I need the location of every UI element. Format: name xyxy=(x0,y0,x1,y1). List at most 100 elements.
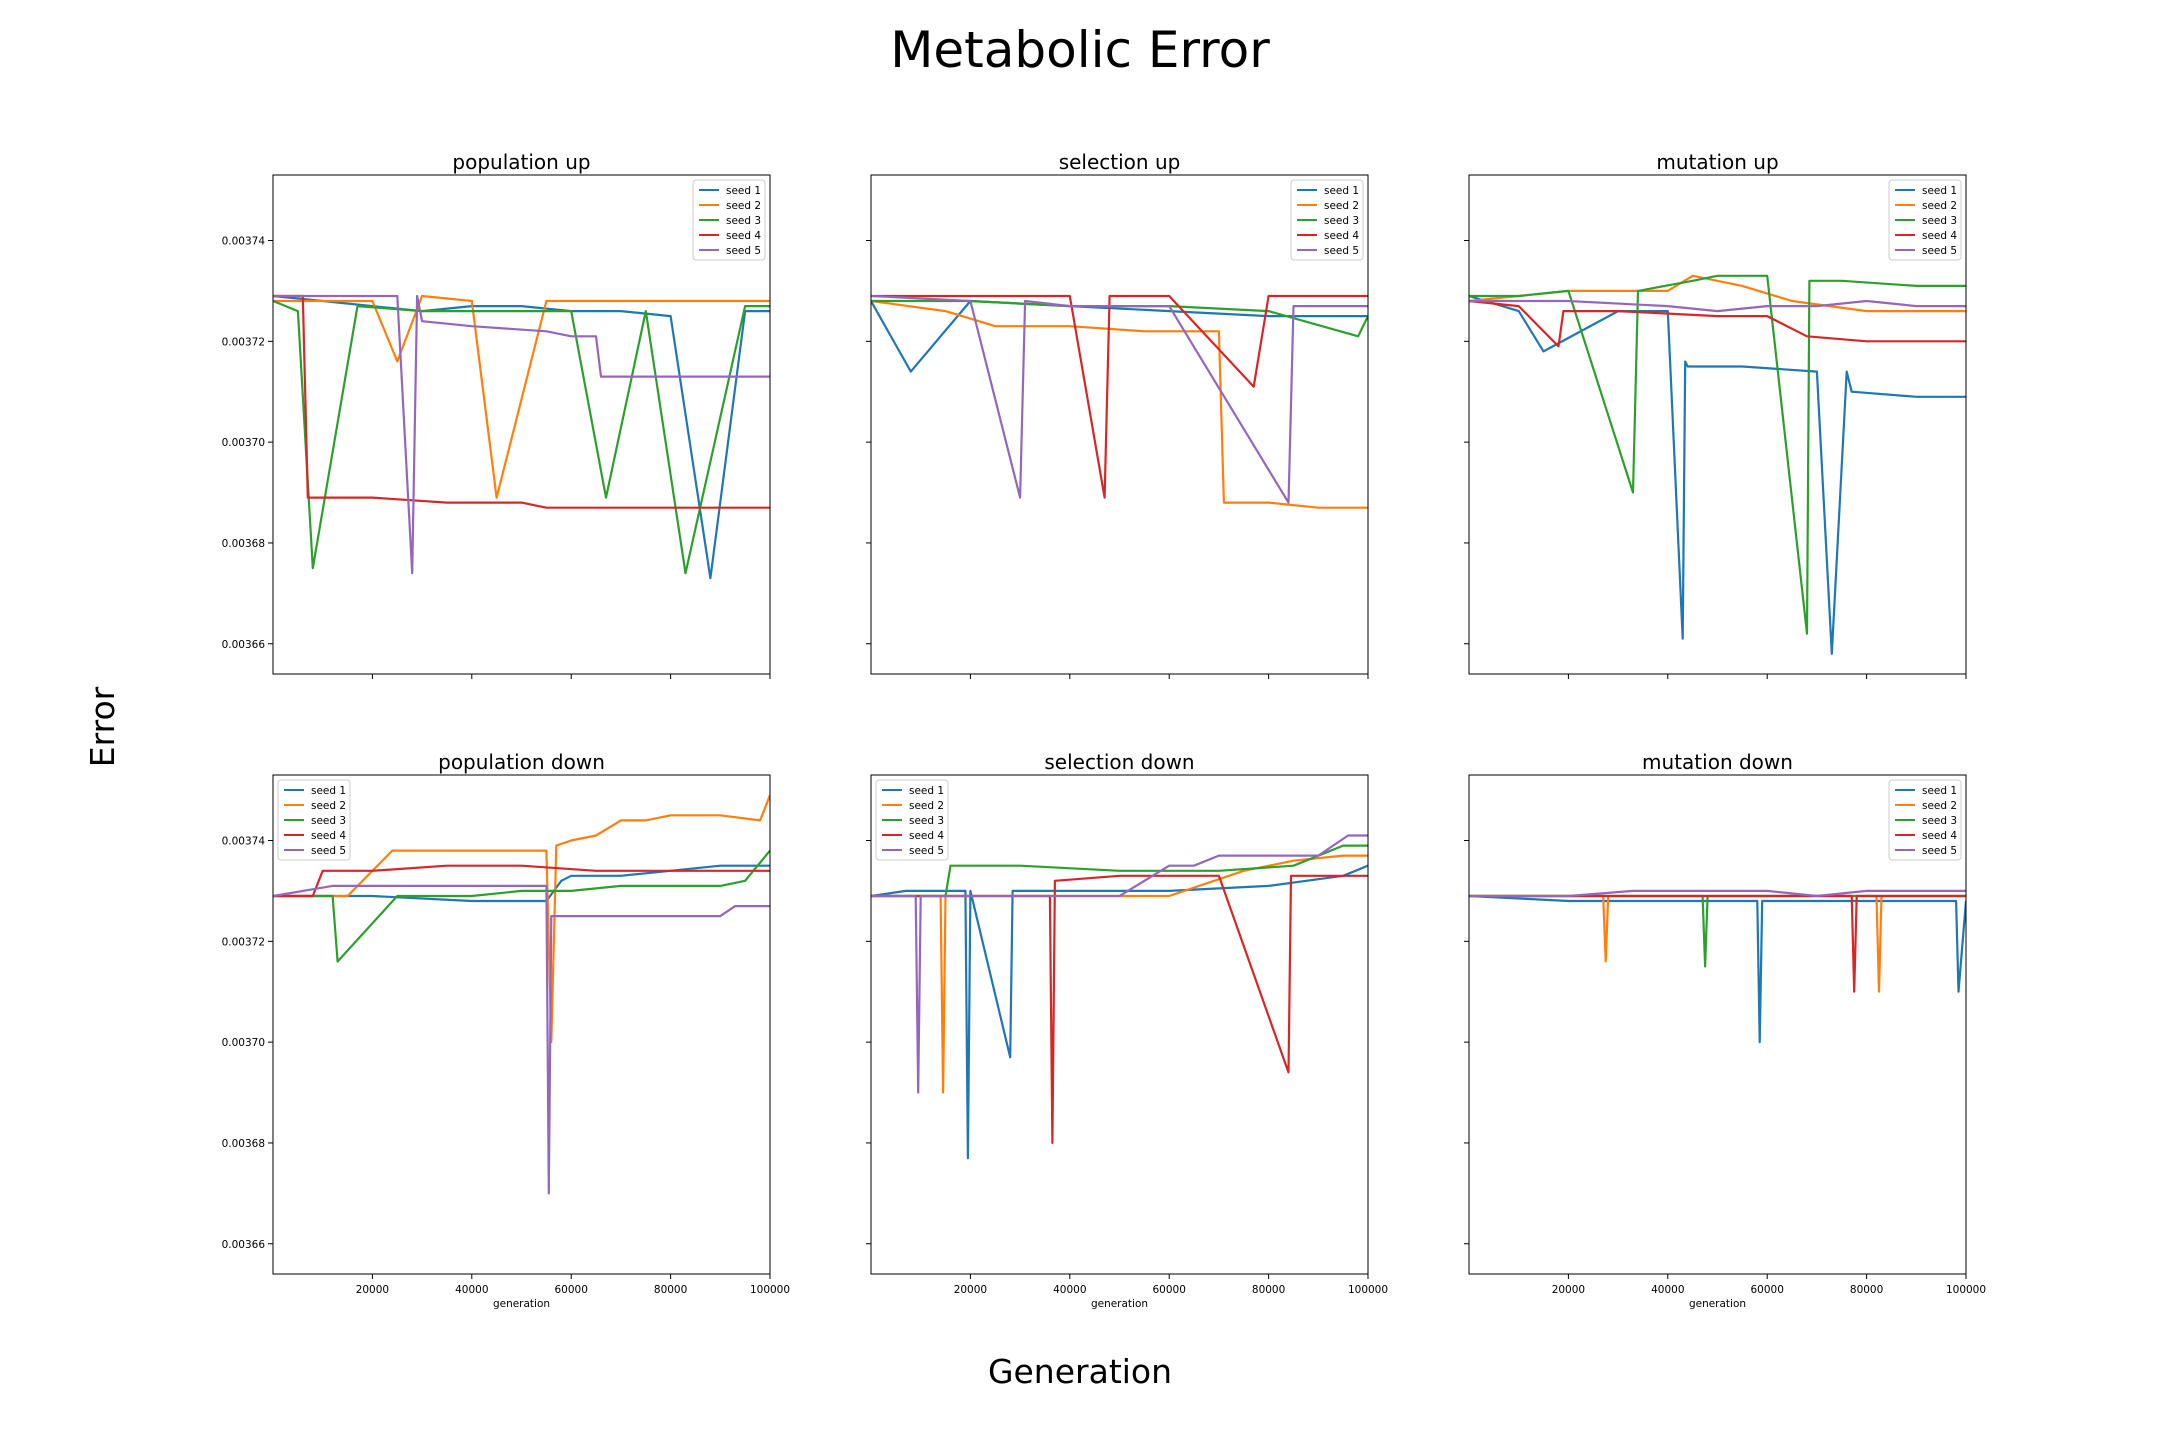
plot-frame xyxy=(1468,174,1967,675)
x-tick-label: 20000 xyxy=(1552,1284,1585,1296)
subplot-title: population down xyxy=(438,750,605,774)
legend-entry: seed 3 xyxy=(726,215,761,227)
x-tick-label: 60000 xyxy=(554,1284,587,1296)
subplot-1: population up 0.00366 0.00368 0.00370 0.0037… xyxy=(222,150,771,679)
legend-entry: seed 4 xyxy=(1922,230,1957,242)
x-tick-label: 40000 xyxy=(1651,1284,1684,1296)
legend-entry: seed 5 xyxy=(1922,845,1957,857)
subplot-5: selection down 20000 40000 60000 80000 100000… xyxy=(866,750,1388,1310)
legend-entry: seed 1 xyxy=(1922,785,1957,797)
legend-entry: seed 2 xyxy=(1922,200,1957,212)
series-line-seed-2 xyxy=(273,294,770,499)
legend-box xyxy=(1290,179,1364,261)
plot-frame xyxy=(870,774,1369,1275)
legend-entry: seed 2 xyxy=(726,200,761,212)
x-tick-label: 20000 xyxy=(356,1284,389,1296)
x-tick-label: 80000 xyxy=(654,1284,687,1296)
series-line-seed-5 xyxy=(1469,889,1966,898)
legend-entry: seed 4 xyxy=(1922,830,1957,842)
plot-frame xyxy=(272,174,771,675)
x-axis-label: generation xyxy=(1689,1298,1746,1310)
plot-frame xyxy=(272,774,771,1275)
legend-entry: seed 3 xyxy=(1922,215,1957,227)
series-line-seed-1 xyxy=(273,294,770,580)
x-tick-label: 100000 xyxy=(1946,1284,1986,1296)
series-line-seed-4 xyxy=(1469,894,1966,993)
subplot-title: population up xyxy=(452,150,590,174)
legend-entry: seed 3 xyxy=(1922,815,1957,827)
series-line-seed-1 xyxy=(273,864,770,903)
series-line-seed-3 xyxy=(273,299,770,575)
series-line-seed-3 xyxy=(871,844,1368,898)
y-tick-label: 0.00370 xyxy=(222,1037,265,1049)
legend-entry: seed 5 xyxy=(726,245,761,257)
legend-entry: seed 5 xyxy=(1922,245,1957,257)
series-group xyxy=(871,294,1368,509)
series-line-seed-2 xyxy=(1469,894,1966,993)
subplot-title: mutation up xyxy=(1656,150,1778,174)
legend-entry: seed 1 xyxy=(1922,185,1957,197)
legend-box xyxy=(1888,179,1962,261)
legend-entry: seed 5 xyxy=(909,845,944,857)
legend-entry: seed 5 xyxy=(1324,245,1359,257)
y-tick-label: 0.00370 xyxy=(222,437,265,449)
legend-box xyxy=(692,179,766,261)
legend-entry: seed 3 xyxy=(311,815,346,827)
legend: seed 1 seed 2 seed 3 seed 4 seed 5 xyxy=(277,779,351,861)
series-group xyxy=(273,294,770,580)
series-line-seed-5 xyxy=(871,294,1368,504)
series-group xyxy=(273,794,770,1195)
legend: seed 1 seed 2 seed 3 seed 4 seed 5 xyxy=(692,179,766,261)
series-line-seed-5 xyxy=(1469,299,1966,313)
subplot-6: mutation down 20000 40000 60000 80000 100000 g… xyxy=(1464,750,1986,1310)
legend-entry: seed 4 xyxy=(1324,230,1359,242)
y-tick-label: 0.00374 xyxy=(222,836,266,848)
x-tick-label: 100000 xyxy=(1348,1284,1388,1296)
legend: seed 1 seed 2 seed 3 seed 4 seed 5 xyxy=(1888,779,1962,861)
x-tick-label: 80000 xyxy=(1252,1284,1285,1296)
series-group xyxy=(1469,274,1966,655)
x-tick-label: 40000 xyxy=(455,1284,488,1296)
plot-frame xyxy=(1468,774,1967,1275)
legend-entry: seed 1 xyxy=(311,785,346,797)
x-axis-label: generation xyxy=(1091,1298,1148,1310)
legend-entry: seed 4 xyxy=(726,230,761,242)
legend-entry: seed 2 xyxy=(1324,200,1359,212)
legend: seed 1 seed 2 seed 3 seed 4 seed 5 xyxy=(875,779,949,861)
y-tick-label: 0.00372 xyxy=(222,336,265,348)
x-axis-label: generation xyxy=(493,1298,550,1310)
x-tick-label: 60000 xyxy=(1750,1284,1783,1296)
legend-entry: seed 5 xyxy=(311,845,346,857)
series-line-seed-5 xyxy=(871,834,1368,1094)
x-tick-label: 60000 xyxy=(1152,1284,1185,1296)
figure-title: Metabolic Error xyxy=(890,21,1270,79)
x-tick-label: 80000 xyxy=(1850,1284,1883,1296)
y-tick-label: 0.00368 xyxy=(222,538,265,550)
legend-entry: seed 3 xyxy=(909,815,944,827)
legend-entry: seed 4 xyxy=(909,830,944,842)
x-tick-label: 40000 xyxy=(1053,1284,1086,1296)
subplot-title: mutation down xyxy=(1642,750,1793,774)
plot-frame xyxy=(870,174,1369,675)
legend-entry: seed 1 xyxy=(726,185,761,197)
series-line-seed-3 xyxy=(1469,894,1966,968)
series-line-seed-5 xyxy=(273,884,770,1195)
subplot-4: population down 0.00366 0.00368 0.00370 0.00… xyxy=(222,750,790,1310)
series-line-seed-5 xyxy=(273,294,770,575)
series-line-seed-4 xyxy=(871,294,1368,499)
legend-entry: seed 1 xyxy=(1324,185,1359,197)
figure-xlabel: Generation xyxy=(987,1352,1173,1391)
series-line-seed-4 xyxy=(273,294,770,509)
series-line-seed-1 xyxy=(871,864,1368,1160)
series-line-seed-2 xyxy=(273,794,770,1044)
series-line-seed-1 xyxy=(1469,894,1966,1044)
x-tick-label: 100000 xyxy=(750,1284,790,1296)
legend-entry: seed 4 xyxy=(311,830,346,842)
legend-box xyxy=(277,779,351,861)
legend: seed 1 seed 2 seed 3 seed 4 seed 5 xyxy=(1888,179,1962,261)
legend-entry: seed 2 xyxy=(1922,800,1957,812)
x-tick-label: 20000 xyxy=(954,1284,987,1296)
